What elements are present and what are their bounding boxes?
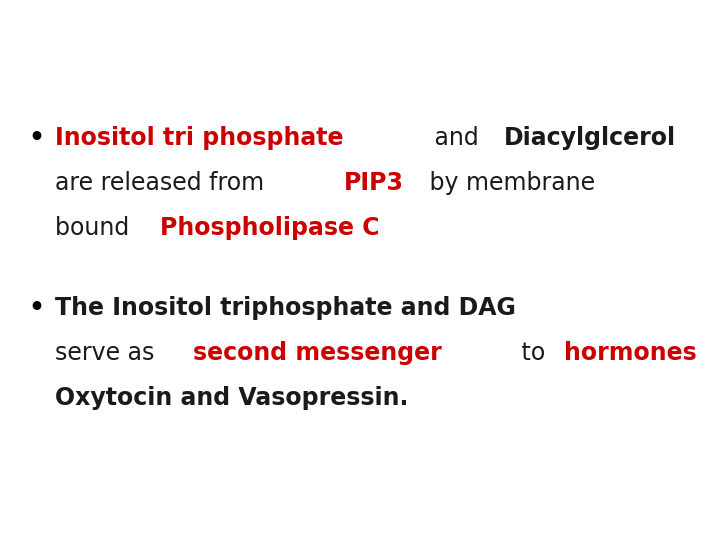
Text: Diacylglcerol: Diacylglcerol (504, 126, 676, 150)
Text: by membrane: by membrane (422, 171, 595, 195)
Text: and: and (427, 126, 487, 150)
Text: are released from: are released from (55, 171, 279, 195)
Text: •: • (28, 296, 44, 320)
Text: serve as: serve as (55, 341, 162, 365)
Text: Inositol tri phosphate: Inositol tri phosphate (55, 126, 343, 150)
Text: PIP3: PIP3 (344, 171, 404, 195)
Text: to: to (514, 341, 553, 365)
Text: Phospholipase C: Phospholipase C (161, 216, 380, 240)
Text: second messenger: second messenger (193, 341, 441, 365)
Text: hormones: hormones (564, 341, 697, 365)
Text: •: • (28, 126, 44, 150)
Text: Oxytocin and Vasopressin.: Oxytocin and Vasopressin. (55, 386, 408, 410)
Text: bound: bound (55, 216, 137, 240)
Text: The Inositol triphosphate and DAG: The Inositol triphosphate and DAG (55, 296, 516, 320)
